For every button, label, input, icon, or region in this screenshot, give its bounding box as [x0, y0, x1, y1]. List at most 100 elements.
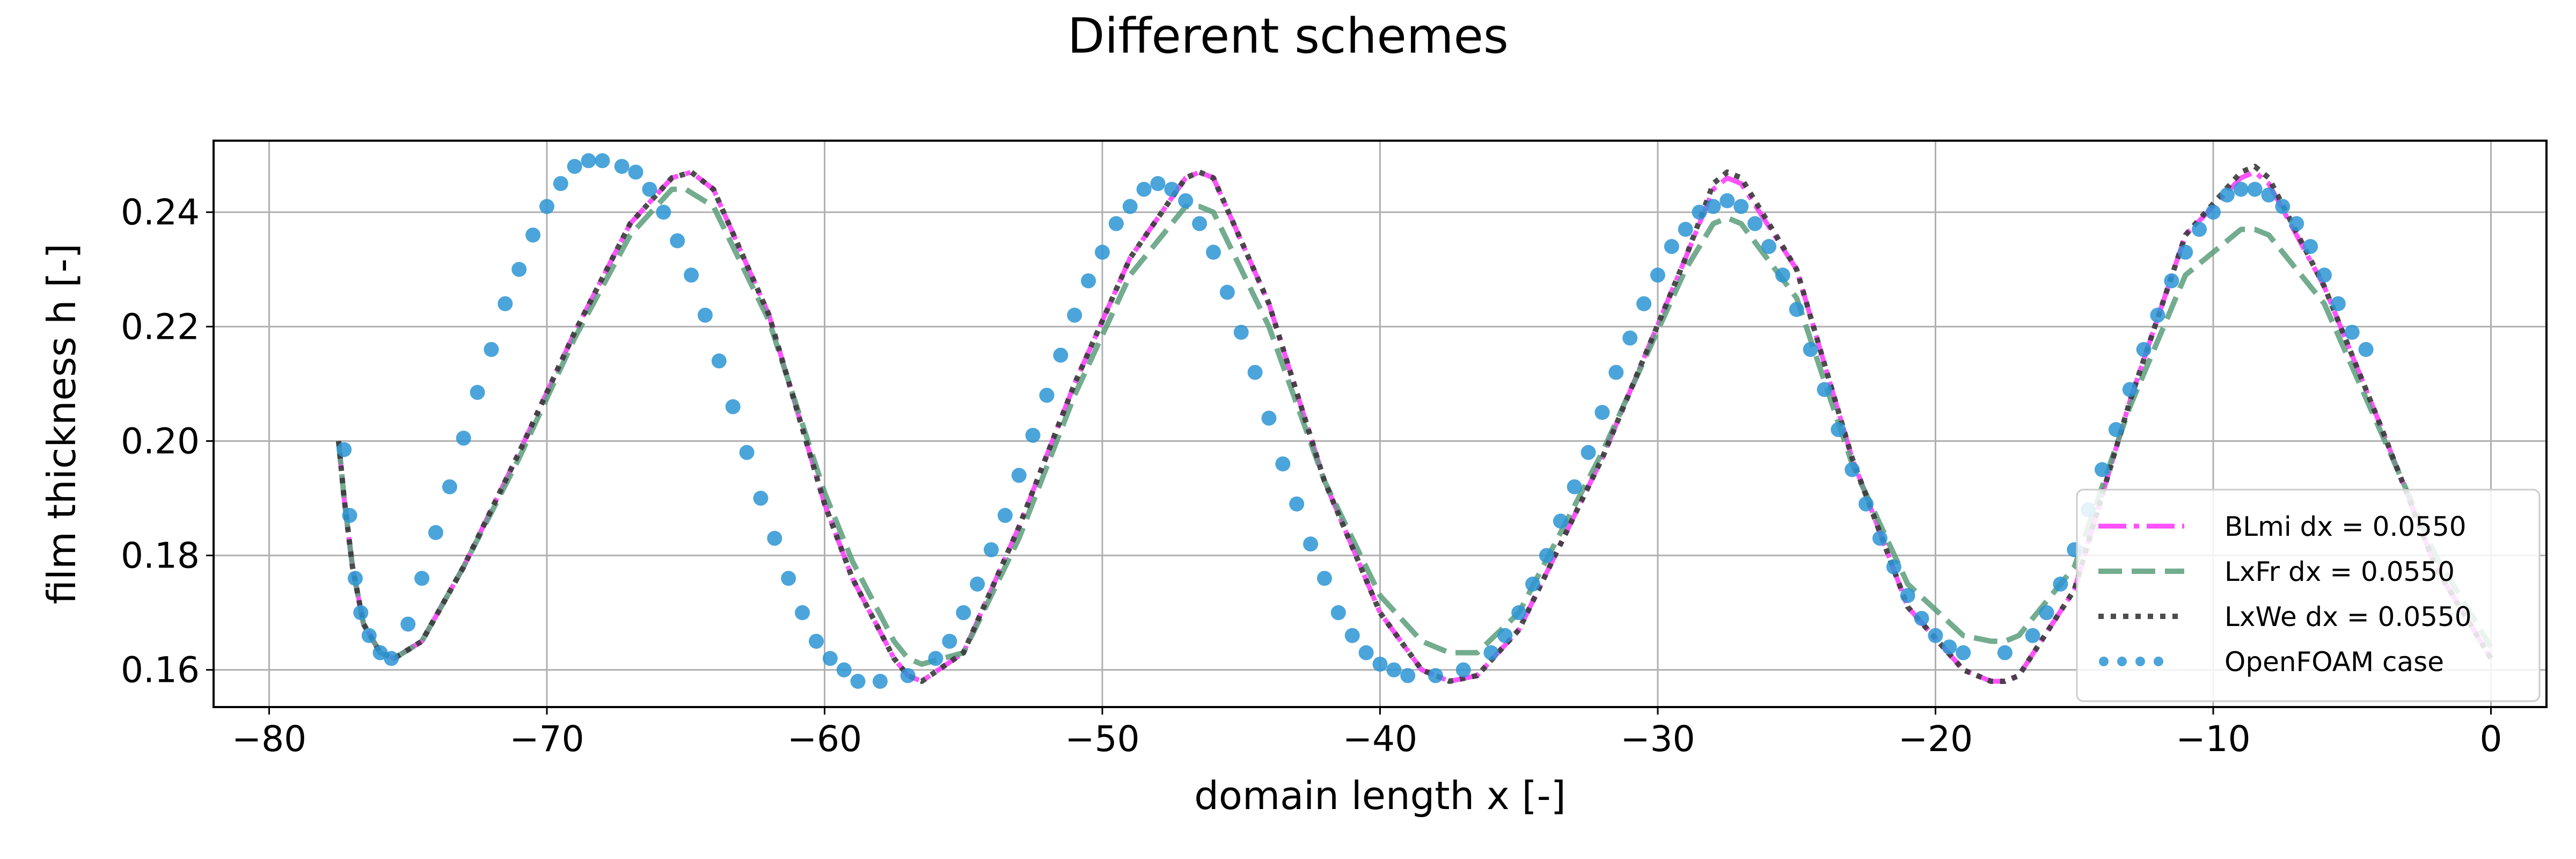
openfoam-data-point — [900, 668, 916, 683]
openfoam-data-point — [2178, 244, 2193, 260]
openfoam-data-point — [497, 296, 513, 311]
y-tick-label: 0.16 — [121, 650, 200, 691]
openfoam-data-point — [1914, 610, 1929, 626]
openfoam-data-point — [1608, 365, 1624, 380]
openfoam-data-point — [347, 571, 363, 586]
openfoam-data-point — [1233, 324, 1249, 340]
openfoam-data-point — [2108, 422, 2124, 438]
openfoam-data-point — [1525, 576, 1541, 592]
x-tick-label: −20 — [1898, 718, 1973, 760]
y-tick-label: 0.18 — [121, 535, 200, 577]
openfoam-data-point — [2164, 273, 2179, 289]
openfoam-data-point — [781, 571, 796, 586]
openfoam-data-point — [1706, 199, 1721, 214]
openfoam-data-point — [1636, 296, 1652, 311]
openfoam-data-point — [1400, 668, 1416, 683]
openfoam-data-point — [581, 153, 596, 169]
openfoam-data-point — [1330, 605, 1346, 621]
openfoam-data-point — [1845, 462, 1860, 477]
openfoam-data-point — [642, 181, 657, 197]
openfoam-data-point — [1219, 285, 1235, 300]
x-tick-label: −40 — [1343, 718, 1417, 760]
openfoam-data-point — [2344, 324, 2360, 340]
openfoam-data-point — [2192, 222, 2207, 237]
openfoam-data-point — [1455, 662, 1471, 678]
openfoam-data-point — [1317, 571, 1332, 586]
openfoam-data-point — [1358, 645, 1374, 660]
openfoam-data-point — [1108, 216, 1124, 231]
openfoam-data-point — [836, 662, 852, 678]
openfoam-data-point — [414, 571, 430, 586]
openfoam-data-point — [795, 605, 810, 621]
openfoam-data-point — [808, 634, 824, 649]
openfoam-data-point — [353, 605, 369, 621]
openfoam-data-point — [2233, 181, 2249, 197]
openfoam-data-point — [1178, 193, 1194, 208]
openfoam-data-point — [2025, 628, 2040, 643]
openfoam-data-point — [539, 199, 554, 214]
openfoam-data-point — [1803, 341, 1818, 357]
x-tick-label: −30 — [1620, 718, 1695, 760]
openfoam-data-point — [470, 384, 485, 400]
openfoam-data-point — [2039, 605, 2054, 621]
openfoam-data-point — [628, 164, 643, 180]
openfoam-data-point — [1386, 662, 1402, 678]
openfoam-data-point — [725, 399, 741, 414]
openfoam-data-point — [2317, 267, 2332, 283]
openfoam-data-point — [1261, 410, 1277, 426]
openfoam-data-point — [384, 651, 399, 666]
openfoam-data-point — [511, 261, 527, 277]
openfoam-data-point — [1192, 216, 1208, 231]
openfoam-data-point — [1775, 267, 1790, 283]
openfoam-data-point — [1206, 244, 1221, 260]
openfoam-data-point — [970, 576, 985, 592]
openfoam-data-point — [1067, 308, 1082, 323]
openfoam-data-point — [1872, 530, 1887, 546]
x-tick-label: −70 — [509, 718, 584, 760]
openfoam-data-point — [1011, 468, 1027, 483]
legend-label-lxwe: LxWe dx = 0.0550 — [2224, 601, 2472, 632]
y-tick-label: 0.22 — [121, 306, 200, 347]
openfoam-data-point — [372, 645, 388, 660]
openfoam-data-point — [1095, 244, 1110, 260]
openfoam-data-point — [1039, 388, 1055, 403]
openfoam-data-point — [697, 308, 713, 323]
openfoam-data-point — [2206, 205, 2221, 220]
openfoam-data-point — [984, 542, 999, 557]
openfoam-data-point — [1497, 628, 1513, 643]
openfoam-data-point — [1122, 199, 1138, 214]
y-tick-label: 0.20 — [121, 420, 200, 462]
openfoam-data-point — [1164, 181, 1180, 197]
openfoam-data-point — [2122, 382, 2138, 397]
openfoam-data-point — [1886, 559, 1901, 574]
openfoam-data-point — [1900, 588, 1915, 603]
openfoam-data-point — [873, 674, 888, 689]
openfoam-data-point — [1692, 205, 1707, 220]
openfoam-data-point — [1594, 405, 1610, 420]
x-tick-label: −80 — [232, 718, 306, 760]
openfoam-data-point — [553, 176, 568, 191]
openfoam-data-point — [1247, 365, 1263, 380]
openfoam-data-point — [1539, 548, 1554, 563]
openfoam-data-point — [1719, 193, 1735, 208]
openfoam-data-point — [1747, 216, 1763, 231]
legend-swatch-openfoam — [2099, 657, 2109, 666]
legend: BLmi dx = 0.0550 LxFr dx = 0.0550 LxWe dx … — [2076, 489, 2541, 702]
openfoam-data-point — [595, 153, 610, 169]
openfoam-data-point — [928, 651, 943, 666]
openfoam-data-point — [2330, 296, 2346, 311]
openfoam-data-point — [1289, 496, 1305, 512]
openfoam-data-point — [2150, 308, 2165, 323]
openfoam-data-point — [1956, 645, 1971, 660]
y-axis-label: film thickness h [-] — [39, 243, 84, 604]
legend-box — [2076, 489, 2541, 702]
openfoam-data-point — [670, 233, 685, 249]
openfoam-data-point — [822, 651, 838, 666]
openfoam-data-point — [1483, 645, 1499, 660]
openfoam-data-point — [684, 267, 699, 283]
openfoam-data-point — [336, 442, 352, 457]
openfoam-data-point — [1511, 605, 1527, 621]
openfoam-data-point — [1789, 302, 1804, 317]
x-tick-label: −50 — [1065, 718, 1139, 760]
